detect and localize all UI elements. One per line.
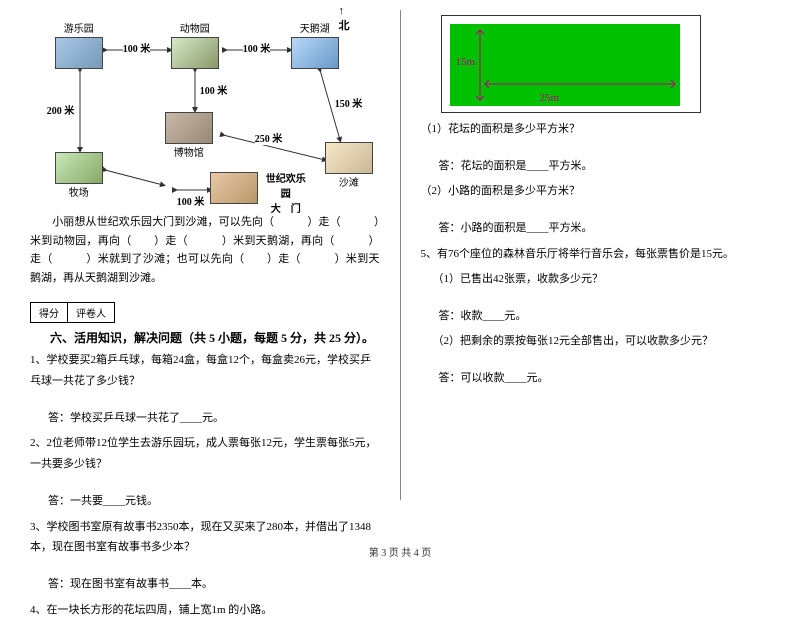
label-farm: 牧场 [69, 188, 89, 199]
score-box: 得分 评卷人 [30, 302, 115, 323]
label-gate1: 世纪欢乐园 [266, 174, 306, 200]
node-lake: 天鹅湖 [291, 20, 339, 69]
node-gate: 世纪欢乐园 大 门 [210, 170, 310, 215]
question-5-2: （2）把剩余的票按每张12元全部售出，可以收款多少元？ [433, 331, 771, 352]
label-gate2: 大 门 [271, 204, 301, 215]
section-header-row: 得分 评卷人 六、活用知识，解决问题（共 5 小题，每题 5 分，共 25 分）… [30, 296, 380, 346]
img-zoo [171, 37, 219, 69]
label-museum: 博物馆 [174, 148, 204, 159]
label-beach: 沙滩 [339, 178, 359, 189]
answer-4-1: 答：花坛的面积是____平方米。 [439, 158, 771, 176]
node-museum: 博物馆 [165, 110, 213, 159]
label-lake: 天鹅湖 [300, 24, 330, 35]
node-farm: 牧场 [55, 150, 103, 199]
dim-lines-icon [450, 24, 680, 106]
img-farm [55, 152, 103, 184]
passage-text: 小丽想从世纪欢乐园大门到沙滩，可以先向（ ）走（ ）米到动物园，再向（ ）走（ … [30, 213, 380, 288]
answer-3: 答：现在图书室有故事书____本。 [48, 576, 380, 594]
dist-250: 250 米 [255, 130, 283, 145]
label-amusement: 游乐园 [64, 24, 94, 35]
answer-5-2: 答：可以收款____元。 [439, 370, 771, 388]
answer-4-2: 答：小路的面积是____平方米。 [439, 220, 771, 238]
marker-label: 评卷人 [68, 303, 114, 322]
question-2: 2、2位老师带12位学生去游乐园玩，成人票每张12元，学生票每张5元，一共要多少… [30, 433, 380, 475]
img-gate [210, 172, 258, 204]
img-lake [291, 37, 339, 69]
dist-100d: 100 米 [177, 193, 205, 208]
column-divider [400, 10, 401, 500]
page-footer: 第 3 页 共 4 页 [0, 544, 800, 559]
label-zoo: 动物园 [180, 24, 210, 35]
dist-100a: 100 米 [123, 40, 151, 55]
score-label: 得分 [31, 303, 68, 322]
section6-title: 六、活用知识，解决问题（共 5 小题，每题 5 分，共 25 分）。 [50, 329, 374, 346]
node-amusement: 游乐园 [55, 20, 103, 69]
answer-5-1: 答：收款____元。 [439, 308, 771, 326]
img-museum [165, 112, 213, 144]
node-beach: 沙滩 [325, 140, 373, 189]
dist-100c: 100 米 [200, 82, 228, 97]
question-4-1: （1）花坛的面积是多少平方米？ [421, 119, 771, 140]
dist-200: 200 米 [47, 102, 75, 117]
answer-2: 答：一共要____元钱。 [48, 493, 380, 511]
node-zoo: 动物园 [171, 20, 219, 69]
answer-1: 答：学校买乒乓球一共花了____元。 [48, 410, 380, 428]
question-5-1: （1）已售出42张票，收款多少元？ [433, 269, 771, 290]
left-column: ↑ 北 游乐园 [30, 10, 380, 625]
question-4-2: （2）小路的面积是多少平方米？ [421, 181, 771, 202]
map-diagram: 游乐园 动物园 天鹅湖 博物馆 牧场 沙滩 [45, 10, 365, 205]
flowerbed-fill: 15m 25m [450, 24, 680, 106]
flowerbed-figure: 15m 25m [441, 15, 701, 113]
right-column: 15m 25m （1）花坛的面积是多少平方米？ 答：花坛的面积是____平方米。… [421, 10, 771, 625]
page-container: ↑ 北 游乐园 [0, 0, 800, 625]
img-amusement [55, 37, 103, 69]
question-1: 1、学校要买2箱乒乓球，每箱24盒，每盒12个，每盒卖26元，学校买乒乓球一共花… [30, 350, 380, 392]
question-5: 5、有76个座位的森林音乐厅将举行音乐会，每张票售价是15元。 [421, 244, 771, 265]
question-4: 4、在一块长方形的花坛四周，铺上宽1m 的小路。 [30, 600, 380, 621]
dist-150: 150 米 [335, 95, 363, 110]
dist-100b: 100 米 [243, 40, 271, 55]
img-beach [325, 142, 373, 174]
